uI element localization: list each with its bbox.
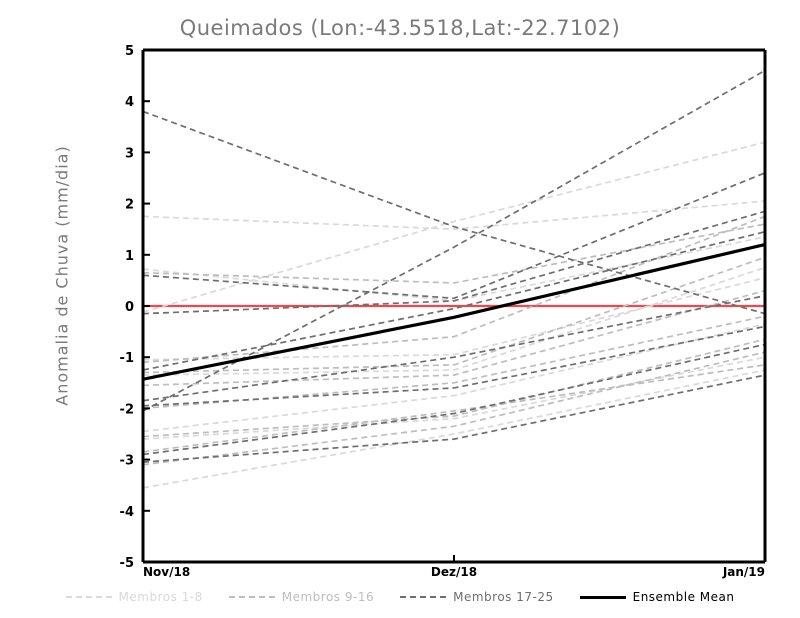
legend-item: Membros 9-16 [228,590,375,604]
x-tick-label: Nov/18 [143,565,190,579]
member-line [143,256,765,374]
y-tick-label: 4 [125,95,134,110]
chart-title: Queimados (Lon:-43.5518,Lat:-22.7102) [179,16,621,40]
series-group [143,69,765,489]
legend-label: Membros 17-25 [453,590,554,604]
member-line [143,223,765,284]
y-tick-label: 5 [125,44,134,59]
member-line [143,343,765,456]
y-tick-label: -3 [120,454,134,469]
y-tick-label: -2 [120,402,134,417]
chart-legend: Membros 1-8 Membros 9-16 Membros 17-25 Ense… [0,586,800,608]
member-line [143,141,765,313]
y-tick-label: 1 [125,249,134,264]
legend-item: Membros 17-25 [400,590,554,604]
x-tick-label: Dez/18 [431,565,477,579]
legend-item: Ensemble Mean [579,590,735,604]
axis-frame: 5 4 3 2 1 0 -1 -2 -3 -4 -5 Nov/18 Dez/18 Jan/19 [120,44,767,579]
legend-label: Membros 9-16 [281,590,375,604]
member-line [143,266,765,376]
legend-item: Membros 1-8 [65,590,203,604]
member-line [143,210,765,315]
member-line [143,351,765,466]
y-tick-label: 3 [125,146,134,161]
member-line [143,200,765,231]
legend-swatch-icon [400,596,447,598]
member-line [143,338,765,438]
member-line [143,374,765,464]
legend-swatch-icon [579,595,626,599]
legend-label: Membros 1-8 [118,590,203,604]
member-line [143,289,765,387]
y-tick-label: -5 [120,556,134,571]
legend-swatch-icon [228,596,275,598]
member-line [143,230,765,371]
member-line [143,294,765,402]
member-line [143,69,765,412]
legend-label: Ensemble Mean [632,590,735,604]
y-tick-label: 0 [125,300,134,315]
member-line [143,325,765,407]
member-line [143,356,765,440]
y-tick-label: -1 [120,351,134,366]
y-tick-label: 2 [125,198,134,213]
member-line [143,369,765,489]
member-line [143,172,765,300]
x-tick-label: Jan/19 [722,565,765,579]
ensemble-mean-line [143,243,765,381]
member-line [143,110,765,315]
member-line [143,364,765,453]
legend-swatch-icon [65,596,112,598]
y-tick-label: -4 [120,505,134,520]
